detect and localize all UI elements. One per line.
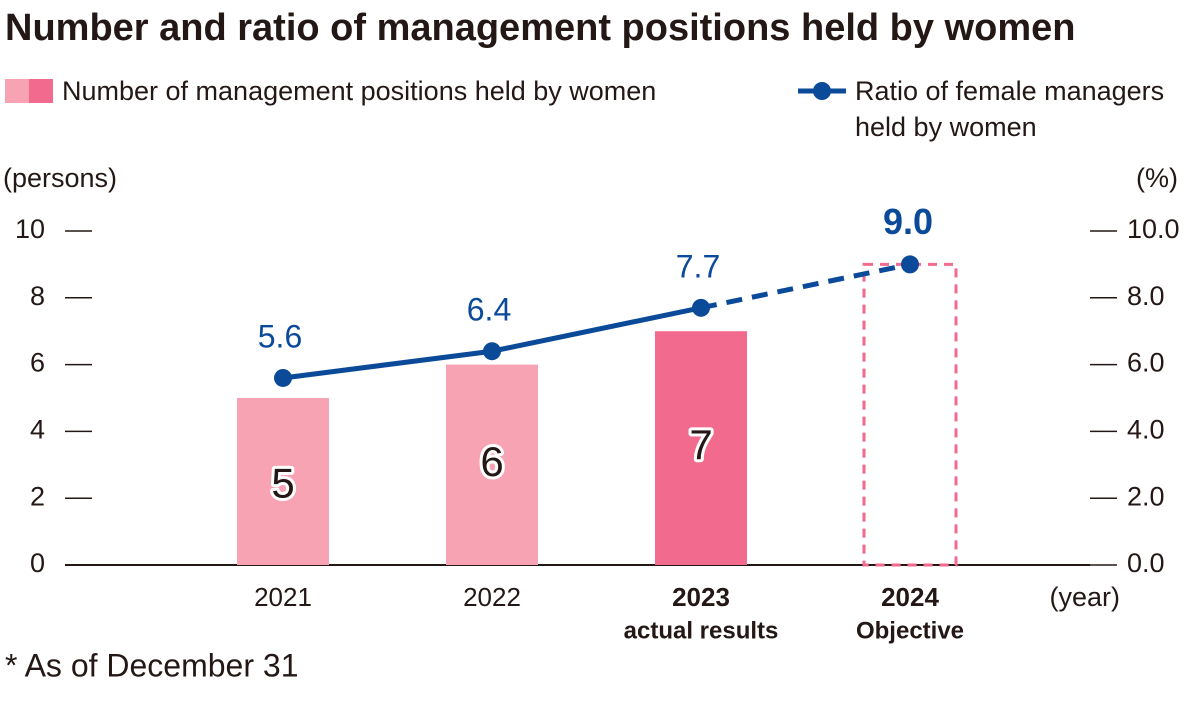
- y2-tick-label: 2.0: [1127, 481, 1165, 511]
- y2-tick-label: 10.0: [1127, 214, 1180, 244]
- x-tick-note: Objective: [856, 617, 964, 644]
- y-tick-label: 8: [30, 281, 45, 311]
- y-tick-label: 6: [30, 348, 45, 378]
- line-point: [692, 298, 710, 317]
- x-tick-label: 2023: [672, 582, 730, 612]
- bar-label: 5: [271, 460, 294, 507]
- y-tick-label: 2: [30, 481, 45, 511]
- x-tick-note: actual results: [624, 617, 779, 644]
- line-segment: [491, 305, 702, 354]
- line-segment: [282, 348, 493, 381]
- line-point: [901, 255, 919, 274]
- y2-tick-label: 6.0: [1127, 348, 1165, 378]
- bar-label: 7: [689, 421, 712, 468]
- x-tick-label: 2022: [463, 582, 521, 612]
- point-label: 5.6: [258, 318, 302, 354]
- y2-tick-label: 8.0: [1127, 281, 1165, 311]
- point-label: 7.7: [676, 248, 720, 284]
- x-axis-label: (year): [1049, 582, 1120, 612]
- legend-swatch: [5, 79, 29, 103]
- x-tick-label: 2024: [881, 582, 939, 612]
- legend-label: Number of management positions held by w…: [62, 76, 657, 106]
- bar: [237, 398, 329, 565]
- y2-tick-label: 4.0: [1127, 415, 1165, 445]
- footnote: * As of December 31: [5, 647, 298, 683]
- bar-label: 6: [480, 438, 503, 485]
- line-segment: [700, 261, 911, 311]
- y-tick-label: 10: [15, 214, 45, 244]
- y-axis-label: (persons): [3, 163, 117, 193]
- bar: [446, 364, 538, 565]
- y2-tick-label: 0.0: [1127, 548, 1165, 578]
- legend-label: Ratio of female managers held by women: [855, 76, 1165, 142]
- point-label: 6.4: [467, 292, 511, 328]
- legend-marker: [813, 82, 831, 100]
- bar: [655, 331, 747, 565]
- y-tick-label: 0: [30, 548, 45, 578]
- y-tick-label: 4: [30, 415, 45, 445]
- line-point: [483, 342, 501, 361]
- chart-title: Number and ratio of management positions…: [5, 7, 1075, 49]
- x-tick-label: 2021: [254, 582, 312, 612]
- point-label: 9.0: [883, 201, 933, 242]
- line-point: [274, 368, 292, 387]
- y2-axis-label: (%): [1136, 163, 1178, 193]
- bar-target: [862, 262, 958, 567]
- legend-swatch: [29, 79, 53, 103]
